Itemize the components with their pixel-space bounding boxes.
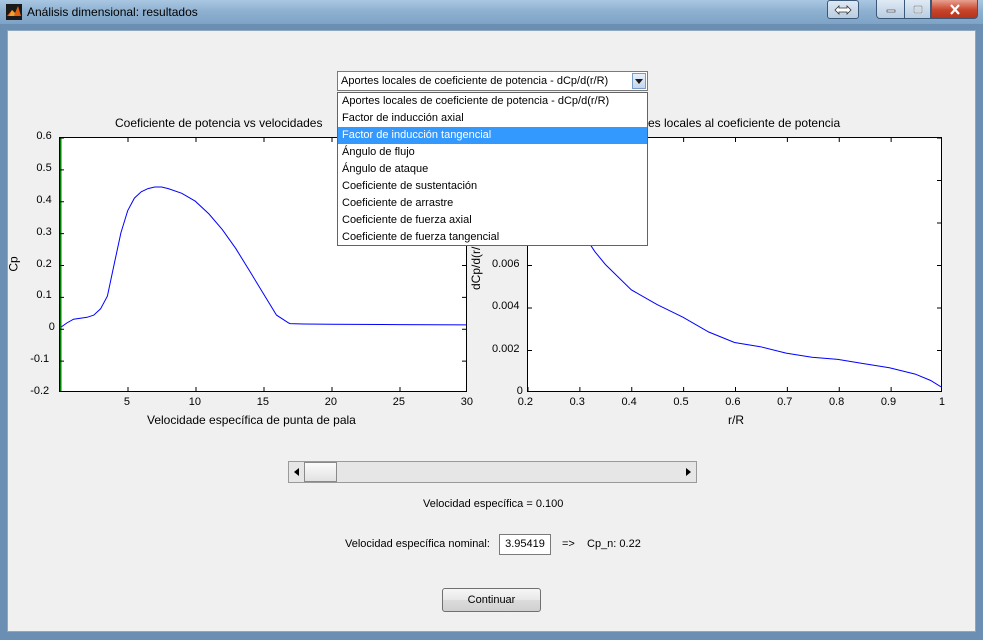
tick-label: 0.9 xyxy=(880,396,897,408)
nominal-speed-label: Velocidad específica nominal: xyxy=(345,538,490,550)
plot-option[interactable]: Coeficiente de fuerza tangencial xyxy=(342,231,500,243)
tick-label: -0.2 xyxy=(30,385,50,397)
tick-label: 0.6 xyxy=(36,130,52,142)
tick-label: -0.1 xyxy=(30,353,50,366)
tick-label: 0.002 xyxy=(492,342,520,355)
left-plot-canvas xyxy=(60,138,466,391)
tick-label: 30 xyxy=(460,396,474,408)
close-icon xyxy=(949,3,960,15)
arrow-right-icon xyxy=(686,468,691,476)
tick-label: 0.4 xyxy=(36,193,52,206)
window-title: Análisis dimensional: resultados xyxy=(27,5,198,19)
restore-arrows-button[interactable] xyxy=(827,0,859,19)
speed-slider[interactable] xyxy=(288,461,697,483)
left-y-label: Cp xyxy=(6,256,21,272)
speed-readout: Velocidad específica = 0.100 xyxy=(423,498,564,510)
plot-option[interactable]: Coeficiente de sustentación xyxy=(342,180,478,192)
tick-label: 0.3 xyxy=(569,396,585,408)
plot-selector[interactable]: Aportes locales de coeficiente de potenc… xyxy=(337,71,648,91)
plot-option[interactable]: Coeficiente de fuerza axial xyxy=(342,214,472,226)
tick-label: 0.006 xyxy=(492,257,520,270)
tick-label: 25 xyxy=(392,396,406,408)
right-plot-title: es locales al coeficiente de potencia xyxy=(648,116,841,130)
plot-option[interactable]: Factor de inducción tangencial xyxy=(338,127,647,144)
plot-option[interactable]: Aportes locales de coeficiente de potenc… xyxy=(342,95,610,107)
tick-label: 15 xyxy=(256,396,270,408)
result-arrow: => xyxy=(562,538,575,550)
tick-label: 0.004 xyxy=(492,300,520,312)
nominal-cp-readout: Cp_n: 0.22 xyxy=(587,538,641,550)
plot-option[interactable]: Ángulo de flujo xyxy=(342,146,415,158)
plot-option[interactable]: Factor de inducción axial xyxy=(342,112,464,124)
slider-thumb[interactable] xyxy=(304,462,337,482)
tick-label: 1 xyxy=(938,396,946,408)
maximize-button[interactable] xyxy=(904,0,931,19)
resize-arrows-icon xyxy=(834,4,852,15)
maximize-icon xyxy=(912,4,923,14)
minimize-icon xyxy=(886,9,895,13)
chevron-down-icon xyxy=(635,79,643,84)
plot-option[interactable]: Ángulo de ataque xyxy=(342,163,429,175)
left-plot-series-line xyxy=(60,186,466,329)
tick-label: 0.4 xyxy=(621,396,637,408)
right-plot-series-line xyxy=(528,148,941,388)
left-x-label: Velocidade específica de punta de pala xyxy=(147,413,356,427)
figure-panel: Coeficiente de potencia vs velocidades 0… xyxy=(7,30,976,632)
matlab-app-icon xyxy=(6,4,22,20)
tick-label: 5 xyxy=(123,396,131,408)
plot-selector-dropdown-button[interactable] xyxy=(632,73,646,89)
tick-label: 0.2 xyxy=(517,396,533,408)
nominal-speed-input[interactable]: 3.95419 xyxy=(499,534,551,555)
tick-label: 0.5 xyxy=(673,396,689,408)
left-plot-title: Coeficiente de potencia vs velocidades xyxy=(115,116,323,130)
close-button[interactable] xyxy=(931,0,978,19)
tick-label: 0.8 xyxy=(828,396,845,408)
plot-selector-list: Aportes locales de coeficiente de potenc… xyxy=(337,92,648,246)
slider-left-arrow[interactable] xyxy=(289,463,305,481)
minimize-button[interactable] xyxy=(876,0,905,19)
tick-label: 0 xyxy=(48,321,55,334)
slider-right-arrow[interactable] xyxy=(680,463,696,481)
title-bar: Análisis dimensional: resultados xyxy=(0,0,983,24)
tick-label: 0.1 xyxy=(36,289,52,302)
arrow-left-icon xyxy=(294,468,299,476)
right-x-label: r/R xyxy=(728,413,744,427)
tick-label: 0.5 xyxy=(36,161,52,174)
tick-label: 0.7 xyxy=(777,396,793,408)
plot-option[interactable]: Coeficiente de arrastre xyxy=(342,197,454,209)
tick-label: 10 xyxy=(188,396,202,408)
continue-button[interactable]: Continuar xyxy=(442,588,541,612)
plot-selector-value: Aportes locales de coeficiente de potenc… xyxy=(341,75,609,87)
tick-label: 0.2 xyxy=(36,257,52,270)
tick-label: 0 xyxy=(516,385,523,397)
tick-label: 0.3 xyxy=(36,225,52,238)
tick-label: 0.6 xyxy=(725,396,741,408)
tick-label: 20 xyxy=(324,396,338,408)
